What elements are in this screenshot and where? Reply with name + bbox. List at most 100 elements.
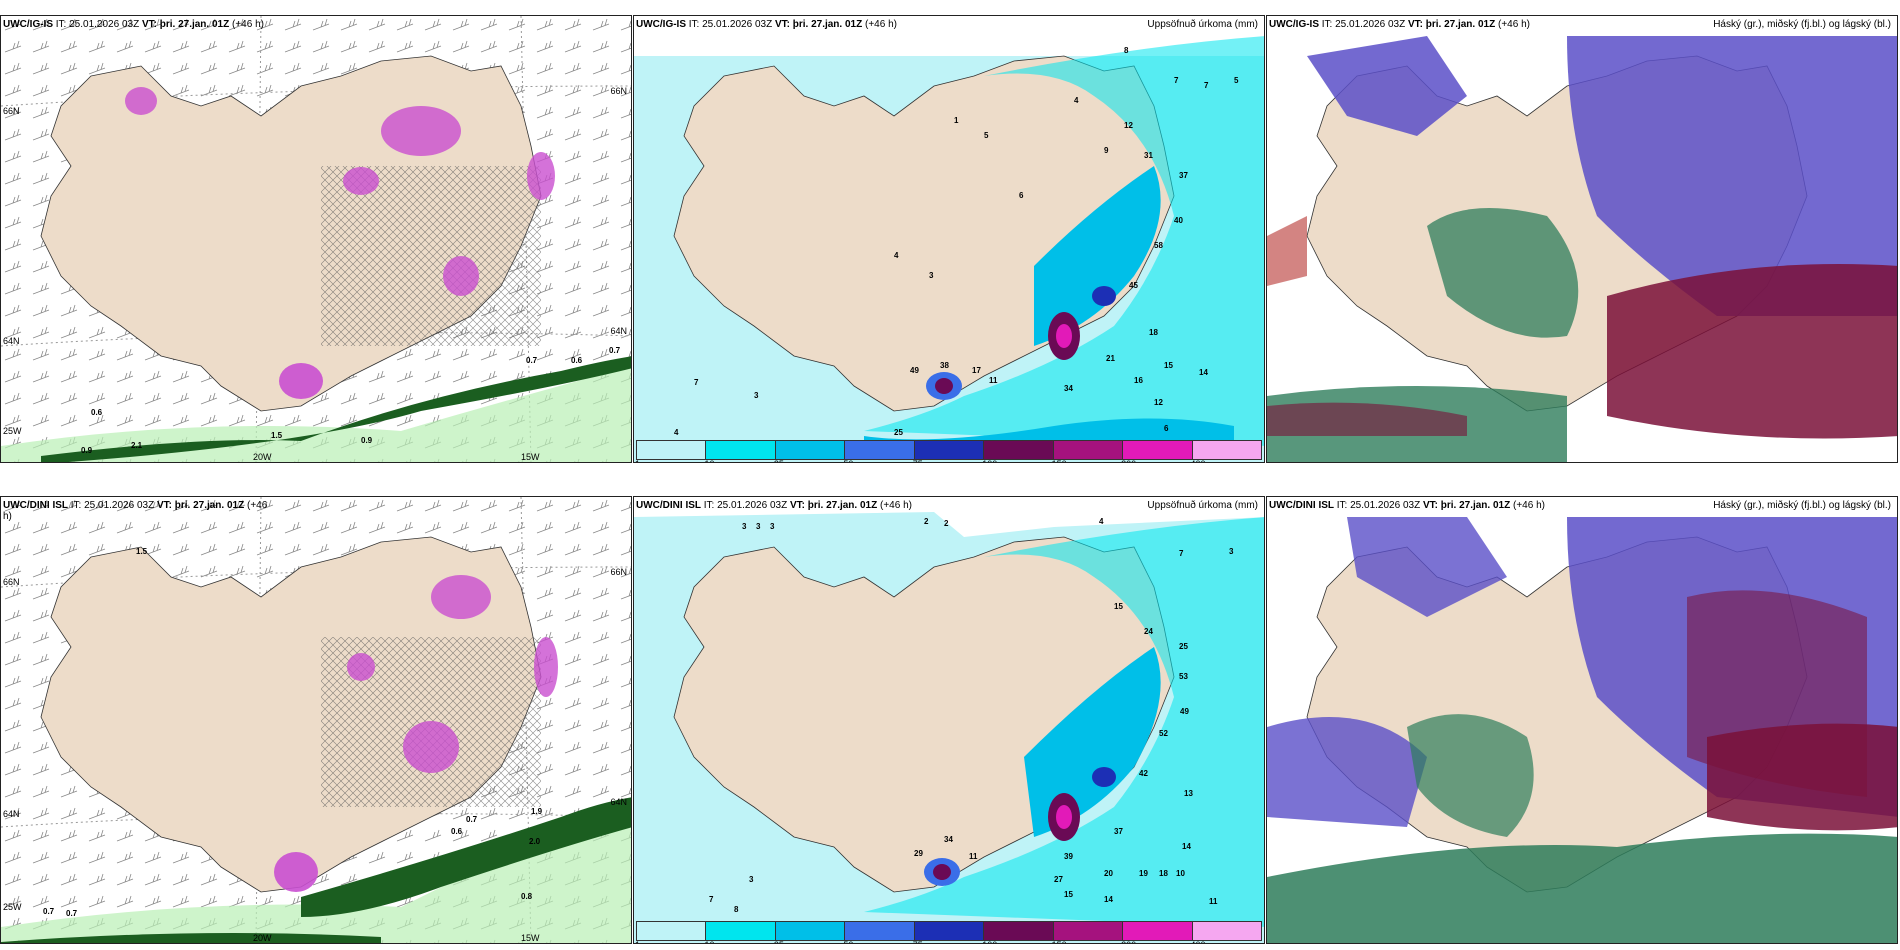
colorbar-segment: 10 — [704, 922, 776, 943]
panel-title: UWC/IG-IS IT: 25.01.2026 03Z VT: þri. 27… — [3, 19, 264, 30]
precip-value: 52 — [1159, 729, 1168, 738]
wind-value: 0.6 — [451, 827, 463, 836]
lat-label: 66N — [610, 567, 627, 577]
colorbar-segment: 100 — [982, 441, 1054, 462]
panel-top-cloud: UWC/IG-IS IT: 25.01.2026 03Z VT: þri. 27… — [1266, 15, 1898, 463]
panel-top-wind: UWC/IG-IS IT: 25.01.2026 03Z VT: þri. 27… — [0, 15, 632, 463]
lat-label: 66N — [3, 577, 20, 587]
precip-value: 49 — [910, 366, 919, 375]
lat-label: 64N — [3, 809, 20, 819]
precip-value: 7 — [1179, 549, 1184, 558]
wind-value: 0.6 — [571, 356, 583, 365]
colorbar-segment: 200 — [1121, 922, 1193, 943]
precip-value: 3 — [770, 522, 775, 531]
precip-value: 16 — [1134, 376, 1143, 385]
precip-value: 19 — [1139, 869, 1148, 878]
precip-value: 7 — [694, 378, 699, 387]
precip-value: 14 — [1104, 895, 1113, 904]
precip-value: 11 — [989, 376, 998, 385]
wind-value: 0.7 — [609, 346, 621, 355]
cloud-map — [1267, 517, 1897, 943]
precip-value: 34 — [944, 835, 953, 844]
legend-title: Háský (gr.), miðský (fj.bl.) og lágský (… — [1713, 500, 1891, 511]
precip-value: 3 — [742, 522, 747, 531]
panel-title: UWC/DINI ISL IT: 25.01.2026 03Z VT: þri.… — [3, 500, 268, 522]
panel-title: UWC/DINI ISL IT: 25.01.2026 03Z VT: þri.… — [1269, 500, 1545, 511]
precip-value: 5 — [984, 131, 989, 140]
precip-value: 15 — [1114, 602, 1123, 611]
lon-label: 15W — [521, 933, 540, 943]
precip-value: 17 — [972, 366, 981, 375]
panel-title: UWC/IG-IS IT: 25.01.2026 03Z VT: þri. 27… — [1269, 19, 1530, 30]
colorbar-segment: 150 — [1052, 922, 1124, 943]
colorbar-segment: 75 — [913, 441, 985, 462]
precip-value: 25 — [1179, 642, 1188, 651]
colorbar-segment: 1 — [635, 441, 707, 462]
wind-map — [1, 16, 631, 462]
precip-value: 6 — [1019, 191, 1024, 200]
precip-value: 2 — [924, 517, 929, 526]
precip-map — [634, 497, 1264, 927]
cloud-map — [1267, 36, 1897, 462]
precip-value: 14 — [1199, 368, 1208, 377]
precip-value: 8 — [734, 905, 739, 914]
lat-label: 64N — [3, 336, 20, 346]
precip-value: 11 — [1209, 897, 1218, 906]
precip-value: 37 — [1114, 827, 1123, 836]
colorbar-segment: 75 — [913, 922, 985, 943]
precip-value: 34 — [1064, 384, 1073, 393]
lat-label: 25W — [3, 426, 22, 436]
precip-value: 6 — [1164, 424, 1169, 433]
precip-value: 7 — [1204, 81, 1209, 90]
colorbar: 1 10 25 50 75 100 150 200 400 — [635, 921, 1262, 943]
precip-value: 10 — [1176, 869, 1185, 878]
precip-value: 7 — [709, 895, 714, 904]
precip-value: 15 — [1164, 361, 1173, 370]
colorbar-segment: 400 — [1191, 922, 1261, 943]
wind-value: 0.8 — [521, 892, 533, 901]
precip-value: 24 — [1144, 627, 1153, 636]
precip-value: 40 — [1174, 216, 1183, 225]
lon-label: 20W — [253, 452, 272, 462]
panel-title: UWC/IG-IS IT: 25.01.2026 03Z VT: þri. 27… — [636, 19, 897, 30]
wind-value: 0.7 — [526, 356, 538, 365]
wind-value: 0.7 — [466, 815, 478, 824]
lat-label: 25W — [3, 902, 22, 912]
legend-title: Uppsöfnuð úrkoma (mm) — [1147, 500, 1258, 511]
precip-value: 1 — [954, 116, 959, 125]
lat-label: 66N — [3, 106, 20, 116]
precip-value: 3 — [754, 391, 759, 400]
lon-label: 20W — [253, 933, 272, 943]
precip-value: 9 — [1104, 146, 1109, 155]
lat-label: 64N — [610, 326, 627, 336]
colorbar-segment: 100 — [982, 922, 1054, 943]
wind-value: 1.9 — [531, 807, 543, 816]
legend-title: Háský (gr.), miðský (fj.bl.) og lágský (… — [1713, 19, 1891, 30]
precip-value: 7 — [1174, 76, 1179, 85]
panel-title: UWC/DINI ISL IT: 25.01.2026 03Z VT: þri.… — [636, 500, 912, 511]
panel-top-precip: UWC/IG-IS IT: 25.01.2026 03Z VT: þri. 27… — [633, 15, 1265, 463]
precip-value: 18 — [1149, 328, 1158, 337]
colorbar-segment: 50 — [843, 922, 915, 943]
panel-bottom-wind: UWC/DINI ISL IT: 25.01.2026 03Z VT: þri.… — [0, 496, 632, 944]
colorbar-segment: 25 — [774, 441, 846, 462]
precip-value: 45 — [1129, 281, 1138, 290]
precip-value: 4 — [894, 251, 899, 260]
colorbar-segment: 50 — [843, 441, 915, 462]
precip-value: 5 — [1234, 76, 1239, 85]
legend-title: Uppsöfnuð úrkoma (mm) — [1147, 19, 1258, 30]
precip-value: 4 — [1099, 517, 1104, 526]
colorbar: 1 10 25 50 75 100 150 200 400 — [635, 440, 1262, 462]
precip-value: 12 — [1154, 398, 1163, 407]
lon-label: 15W — [521, 452, 540, 462]
precip-value: 25 — [894, 428, 903, 437]
wind-map — [1, 497, 631, 943]
wind-value: 1.5 — [271, 431, 283, 440]
wind-value: 0.9 — [361, 436, 373, 445]
panel-bottom-cloud: UWC/DINI ISL IT: 25.01.2026 03Z VT: þri.… — [1266, 496, 1898, 944]
precip-value: 29 — [914, 849, 923, 858]
precip-value: 18 — [1159, 869, 1168, 878]
precip-value: 4 — [674, 428, 679, 437]
precip-value: 42 — [1139, 769, 1148, 778]
wind-value: 0.6 — [91, 408, 103, 417]
